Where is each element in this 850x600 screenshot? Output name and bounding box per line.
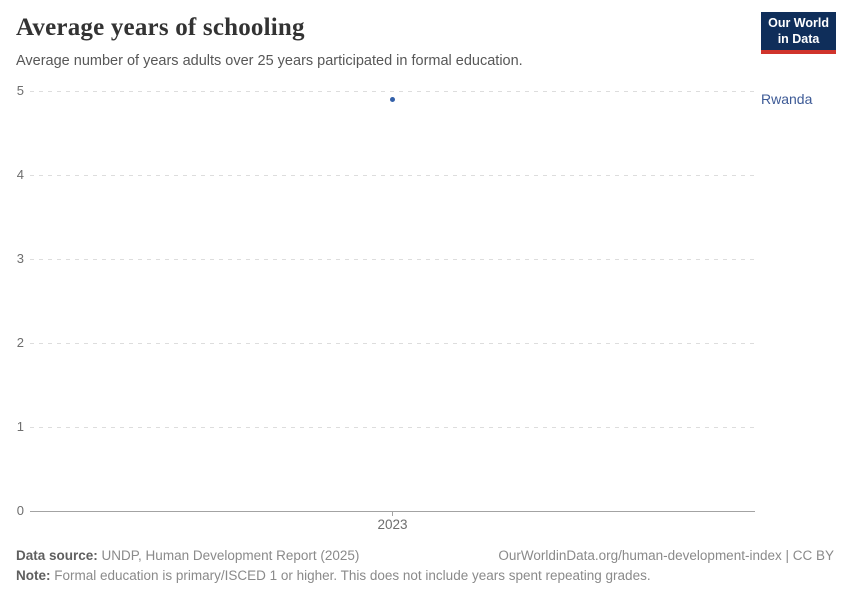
owid-logo-line1: Our World — [768, 16, 829, 30]
gridline-y2 — [30, 342, 755, 344]
x-tick-mark — [392, 511, 393, 516]
chart-title: Average years of schooling — [16, 14, 305, 41]
note-label: Note: — [16, 568, 51, 583]
data-source-label: Data source: — [16, 548, 98, 563]
chart-subtitle: Average number of years adults over 25 y… — [16, 53, 523, 69]
y-tick-label-4: 4 — [16, 167, 24, 182]
data-source-line: Data source: UNDP, Human Development Rep… — [16, 548, 834, 563]
data-point-rwanda[interactable] — [390, 96, 395, 102]
owid-logo-line2: in Data — [777, 31, 820, 46]
entity-label-rwanda[interactable]: Rwanda — [761, 91, 813, 108]
note-text: Formal education is primary/ISCED 1 or h… — [54, 568, 651, 583]
attribution-link[interactable]: OurWorldinData.org/human-development-ind… — [498, 548, 834, 563]
y-tick-label-0: 0 — [16, 503, 24, 518]
gridline-y4 — [30, 174, 755, 176]
gridline-y5 — [30, 90, 755, 92]
data-source-text: UNDP, Human Development Report (2025) — [101, 548, 360, 563]
gridline-y1 — [30, 426, 755, 428]
y-tick-label-2: 2 — [16, 335, 24, 350]
y-tick-label-3: 3 — [16, 251, 24, 266]
gridline-y3 — [30, 258, 755, 260]
y-tick-label-5: 5 — [16, 83, 24, 98]
y-tick-label-1: 1 — [16, 419, 24, 434]
owid-logo[interactable]: Our World in Data — [761, 12, 836, 55]
x-tick-label: 2023 — [377, 517, 408, 532]
note-line: Note: Formal education is primary/ISCED … — [16, 568, 834, 583]
